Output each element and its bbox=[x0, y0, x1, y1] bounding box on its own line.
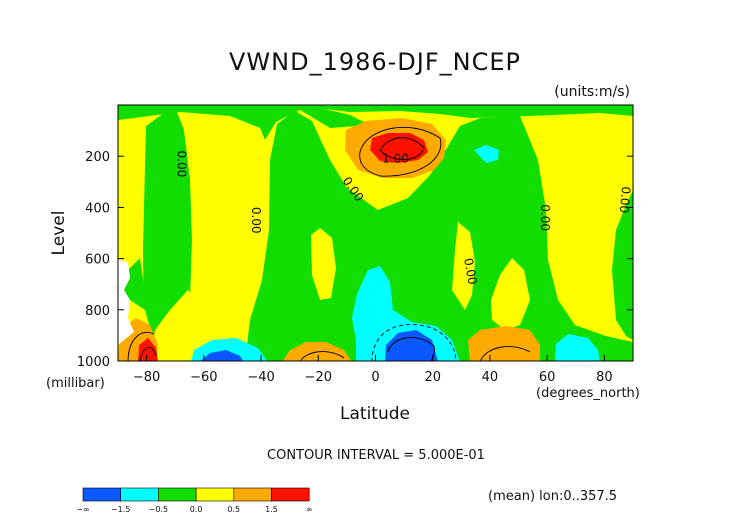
y-axis-label: Level bbox=[49, 211, 69, 256]
x-tick-label: 20 bbox=[424, 370, 441, 385]
y-axis: 200 400 600 800 1000 bbox=[77, 150, 633, 370]
x-tick-label: 0 bbox=[371, 370, 379, 385]
green-right-edge bbox=[612, 190, 633, 340]
x-tick-label: 60 bbox=[539, 370, 556, 385]
red-region-sp bbox=[138, 338, 158, 361]
y-tick-label: 1000 bbox=[77, 355, 110, 370]
contour-label: 0.00 bbox=[249, 207, 263, 234]
colorbar-swatch bbox=[233, 487, 272, 502]
yellow-pocket-5 bbox=[150, 290, 196, 361]
colorbar-label: 0.5 bbox=[227, 505, 240, 514]
mean-lon-note: (mean) lon:0..357.5 bbox=[488, 489, 617, 504]
contour-label: 1.00 bbox=[382, 151, 409, 165]
orange-region-sfc-2 bbox=[468, 326, 540, 361]
plot-area bbox=[118, 105, 633, 361]
x-tick-label: 40 bbox=[482, 370, 499, 385]
y-tick-label: 800 bbox=[85, 304, 110, 319]
contour-label: 0.00 bbox=[174, 151, 188, 178]
cyan-region-4 bbox=[555, 334, 600, 361]
colorbar-swatch bbox=[120, 487, 159, 502]
chart-title: VWND_1986-DJF_NCEP bbox=[229, 48, 521, 76]
colorbar-label: −0.5 bbox=[149, 505, 168, 514]
yellow-pocket-1 bbox=[311, 228, 336, 300]
red-jet-core bbox=[370, 133, 428, 163]
orange-region-sfc-1 bbox=[282, 342, 352, 361]
contour-label: 0.00 bbox=[461, 257, 479, 286]
colorbar-label: 1.5 bbox=[265, 505, 278, 514]
missing-data-patch bbox=[118, 260, 134, 345]
y-tick-label: 200 bbox=[85, 150, 110, 165]
colorbar-label: −1.5 bbox=[111, 505, 130, 514]
colorbar-swatch bbox=[271, 487, 310, 502]
y-unit-label: (millibar) bbox=[46, 376, 105, 391]
colorbar-swatch bbox=[158, 487, 197, 502]
green-band-1 bbox=[143, 112, 192, 361]
yellow-pocket-3 bbox=[491, 258, 530, 330]
contour-interval-label: CONTOUR INTERVAL = 5.000E-01 bbox=[267, 448, 485, 463]
colorbar-label: −∞ bbox=[76, 505, 89, 514]
contour-label: 0.00 bbox=[617, 186, 633, 214]
x-tick-label: −80 bbox=[133, 370, 160, 385]
yellow-pocket-2 bbox=[452, 222, 475, 310]
x-unit-label: (degrees_north) bbox=[536, 386, 640, 401]
x-tick-label: −20 bbox=[305, 370, 332, 385]
units-label: (units:m/s) bbox=[554, 84, 630, 100]
contour-lines bbox=[127, 126, 531, 361]
green-band-2 bbox=[245, 111, 633, 361]
colorbar-swatch bbox=[82, 487, 122, 502]
x-axis-label: Latitude bbox=[340, 404, 410, 424]
green-band-4 bbox=[118, 105, 633, 118]
contour-label: 0.00 bbox=[538, 204, 552, 231]
x-tick-label: −40 bbox=[247, 370, 274, 385]
blue-region-2 bbox=[200, 350, 244, 361]
x-tick-label: 80 bbox=[596, 370, 613, 385]
colorbar: −∞ −1.5 −0.5 0.0 0.5 1.5 ∞ bbox=[76, 487, 313, 514]
x-tick-label: −60 bbox=[190, 370, 217, 385]
colorbar-label: ∞ bbox=[306, 505, 313, 514]
y-tick-label: 600 bbox=[85, 253, 110, 268]
x-axis: −80 −60 −40 −20 0 20 40 60 80 bbox=[133, 355, 613, 385]
y-tick-label: 400 bbox=[85, 201, 110, 216]
colorbar-swatch bbox=[195, 487, 235, 502]
cyan-region-1 bbox=[352, 266, 460, 361]
blue-region-1 bbox=[385, 330, 438, 361]
colorbar-label: 0.0 bbox=[190, 505, 203, 514]
cyan-region-3 bbox=[474, 145, 499, 163]
